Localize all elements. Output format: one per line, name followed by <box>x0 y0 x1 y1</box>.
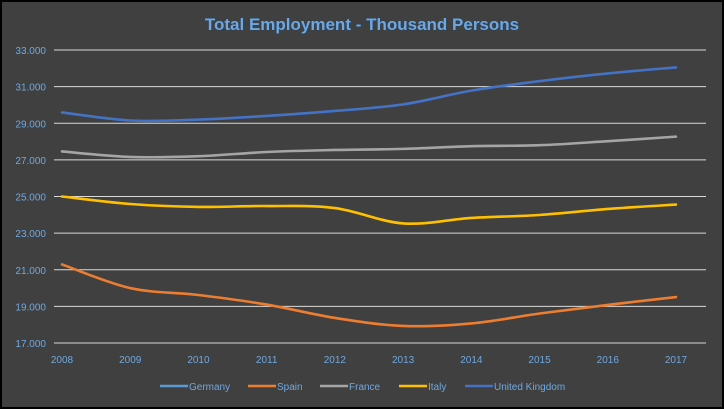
series-line-france <box>60 135 678 159</box>
x-tick-label: 2010 <box>187 355 210 366</box>
y-tick-label: 23.000 <box>15 229 46 240</box>
series-line-italy <box>60 195 678 226</box>
chart-title: Total Employment - Thousand Persons <box>205 15 519 34</box>
y-tick-label: 27.000 <box>15 156 46 167</box>
y-tick-label: 21.000 <box>15 266 46 277</box>
x-tick-label: 2012 <box>324 355 347 366</box>
x-tick-label: 2016 <box>597 355 620 366</box>
x-tick-label: 2011 <box>256 355 278 366</box>
y-tick-label: 19.000 <box>15 302 46 313</box>
x-tick-label: 2009 <box>119 355 142 366</box>
y-tick-label: 25.000 <box>15 193 46 204</box>
y-tick-label: 17.000 <box>15 339 46 350</box>
legend-label: United Kingdom <box>494 382 565 393</box>
x-tick-label: 2017 <box>665 355 688 366</box>
x-tick-label: 2014 <box>460 355 483 366</box>
legend-label: France <box>349 382 381 393</box>
y-tick-label: 29.000 <box>15 119 46 130</box>
legend-label: Italy <box>428 382 446 393</box>
x-tick-label: 2008 <box>51 355 74 366</box>
series-line-united-kingdom <box>60 66 678 123</box>
x-tick-label: 2013 <box>392 355 415 366</box>
legend-label: Germany <box>189 382 230 393</box>
series-line-spain <box>60 263 678 328</box>
x-tick-label: 2015 <box>528 355 551 366</box>
y-tick-label: 31.000 <box>15 83 46 94</box>
legend-label: Spain <box>277 382 303 393</box>
y-tick-label: 33.000 <box>15 46 46 57</box>
